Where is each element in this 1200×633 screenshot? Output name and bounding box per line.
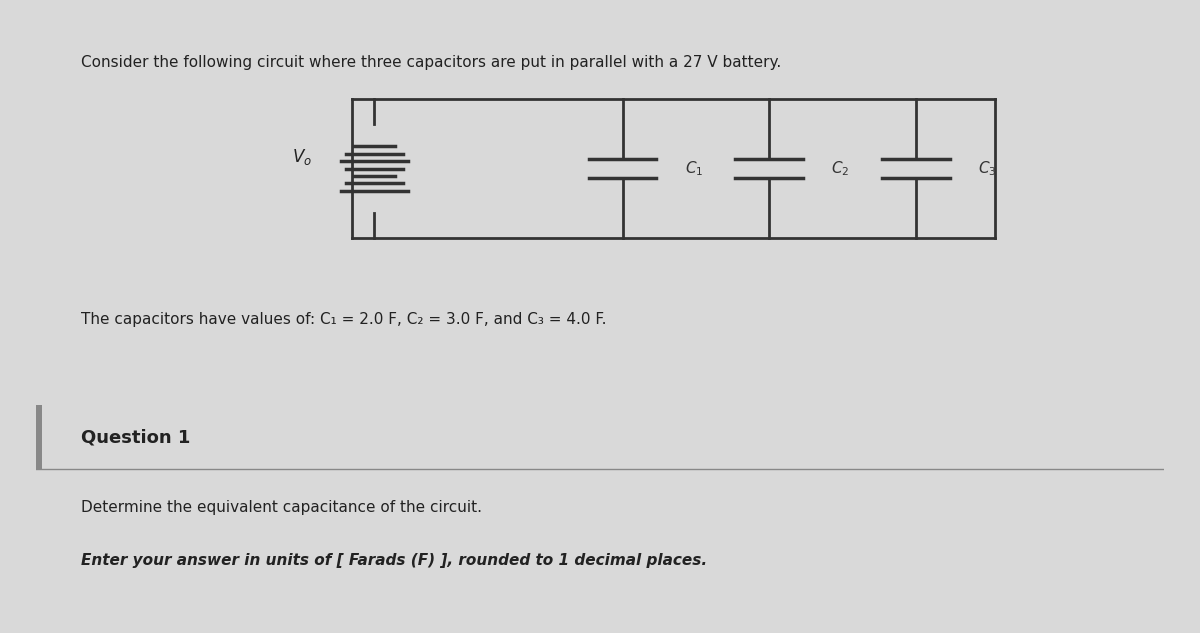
Text: $V_o$: $V_o$ <box>293 147 312 168</box>
Text: $C_3$: $C_3$ <box>978 159 996 178</box>
Text: The capacitors have values of: C₁ = 2.0 F, C₂ = 3.0 F, and C₃ = 4.0 F.: The capacitors have values of: C₁ = 2.0 … <box>82 311 607 327</box>
Text: Question 1: Question 1 <box>82 428 191 446</box>
Text: $C_2$: $C_2$ <box>832 159 850 178</box>
FancyBboxPatch shape <box>36 405 42 469</box>
Text: Determine the equivalent capacitance of the circuit.: Determine the equivalent capacitance of … <box>82 500 482 515</box>
Text: $C_1$: $C_1$ <box>684 159 703 178</box>
Text: Enter your answer in units of [ Farads (F) ], rounded to 1 decimal places.: Enter your answer in units of [ Farads (… <box>82 553 707 568</box>
Text: Consider the following circuit where three capacitors are put in parallel with a: Consider the following circuit where thr… <box>82 54 781 70</box>
